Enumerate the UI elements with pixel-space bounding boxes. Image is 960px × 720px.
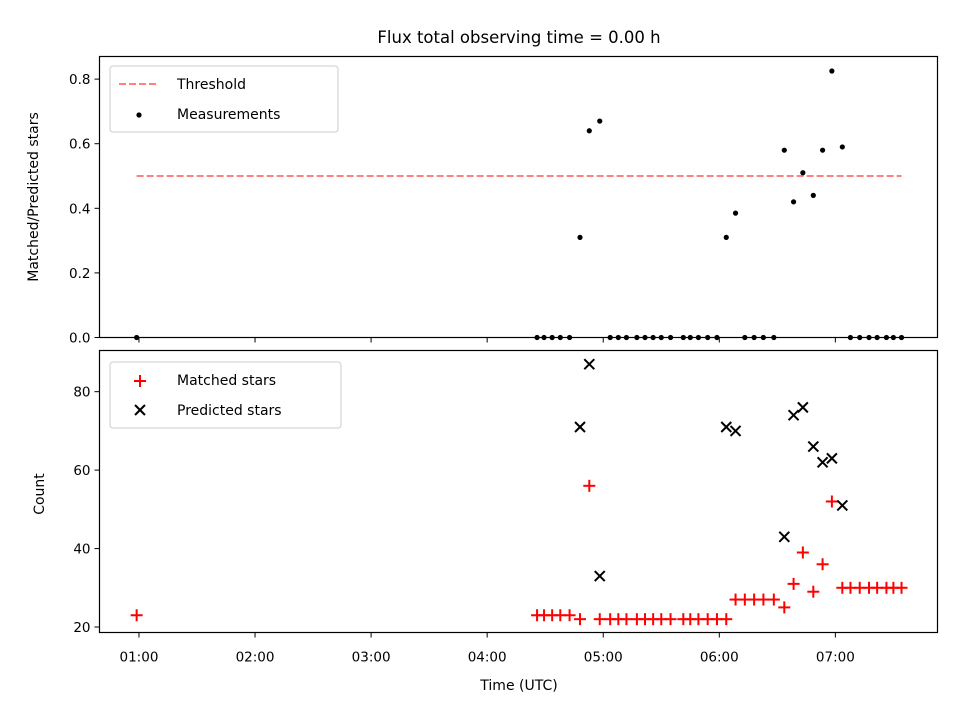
matched-star-point — [583, 479, 596, 492]
measurement-point — [732, 210, 739, 216]
predicted-legend-marker — [134, 404, 146, 416]
ratio-plot-frame — [98, 55, 939, 339]
measurement-point — [586, 128, 592, 134]
ratio-y-tick-label: 0.2 — [69, 266, 90, 282]
matched-star-point — [825, 495, 838, 508]
count-y-tick-label: 80 — [73, 385, 90, 401]
matched-star-point — [767, 593, 780, 606]
x-tick-label: 02:00 — [236, 650, 275, 666]
predicted-star-point — [816, 456, 829, 468]
matched-star-point — [816, 558, 829, 571]
matched-star-point — [895, 581, 908, 594]
ratio-y-tick-label: 0.6 — [69, 137, 90, 153]
matched-star-point — [778, 601, 791, 614]
count-plot-frame — [98, 349, 939, 634]
predicted-star-point — [574, 421, 586, 433]
count-legend-box — [109, 361, 342, 429]
matched-star-point — [620, 613, 633, 626]
predicted-star-point — [826, 452, 838, 465]
predicted-star-point — [807, 440, 820, 453]
x-tick-label: 04:00 — [468, 650, 507, 666]
predicted-star-point — [836, 499, 849, 512]
measurement-point — [839, 144, 845, 150]
count-plot: 20 40 60 80 01:00 02:00 03:00 04:00 05:00 06:00 07… — [32, 349, 939, 694]
predicted-star-point — [720, 421, 732, 433]
predicted-star-point — [594, 570, 606, 582]
x-tick-label: 06:00 — [700, 650, 739, 666]
ratio-plot: 0.00.20.40.60.8 Matched/Predicted stars … — [26, 55, 939, 347]
ratio-y-tick-label: 0.0 — [69, 331, 90, 347]
matched-star-point — [757, 593, 770, 606]
predicted-star-point — [583, 358, 596, 370]
measurement-point — [800, 170, 806, 176]
measurements-legend-label: Measurements — [177, 107, 280, 123]
matched-star-point — [720, 613, 733, 626]
count-plot-axes: 20 40 60 80 01:00 02:00 03:00 04:00 05:00 06:00 07… — [73, 385, 855, 666]
count-legend: Matched stars Predicted stars — [109, 361, 342, 429]
ratio-legend-box — [109, 65, 339, 133]
count-y-axis-title: Count — [32, 473, 48, 515]
matched-legend-marker — [134, 375, 146, 387]
predicted-star-point — [729, 425, 742, 437]
predicted-legend-label: Predicted stars — [177, 403, 282, 419]
ratio-legend: Threshold Measurements — [109, 65, 339, 133]
ratio-y-axis-title: Matched/Predicted stars — [26, 112, 42, 282]
x-tick-label: 07:00 — [816, 650, 855, 666]
threshold-legend-label: Threshold — [176, 77, 246, 93]
measurement-point — [577, 234, 583, 240]
measurements-legend-marker — [136, 112, 142, 118]
measurement-point — [790, 199, 797, 205]
matched-star-point — [664, 613, 677, 626]
matched-star-point — [563, 609, 576, 622]
measurement-point — [781, 147, 787, 153]
ratio-y-tick-label: 0.4 — [69, 201, 90, 217]
ratio-plot-axes: 0.0 0.2 0.4 0.6 0.8 — [69, 72, 836, 347]
matched-star-point — [807, 585, 820, 598]
figure-title: Flux total observing time = 0.00 h — [377, 28, 660, 47]
x-tick-label: 05:00 — [584, 650, 623, 666]
measurement-point — [723, 234, 729, 240]
matched-legend-label: Matched stars — [177, 373, 276, 389]
predicted-star-point — [797, 401, 809, 414]
count-plot-marks — [130, 358, 908, 626]
measurement-point — [597, 118, 603, 124]
count-y-tick-label: 20 — [73, 620, 90, 636]
x-tick-label: 03:00 — [352, 650, 391, 666]
count-y-tick-label: 60 — [73, 463, 90, 479]
matched-star-point — [574, 613, 587, 626]
matched-star-point — [130, 609, 143, 622]
measurement-point — [810, 192, 816, 198]
ratio-y-tick-label: 0.8 — [69, 72, 90, 88]
matched-star-point — [796, 546, 809, 559]
predicted-star-point — [778, 531, 790, 543]
count-y-tick-label: 40 — [73, 542, 90, 558]
matched-star-point — [787, 577, 800, 590]
x-tick-label: 01:00 — [120, 650, 159, 666]
matched-star-point — [593, 613, 606, 626]
predicted-star-point — [787, 409, 800, 421]
measurement-point — [819, 147, 826, 153]
x-axis-title: Time (UTC) — [479, 678, 557, 694]
measurement-point — [829, 68, 835, 74]
